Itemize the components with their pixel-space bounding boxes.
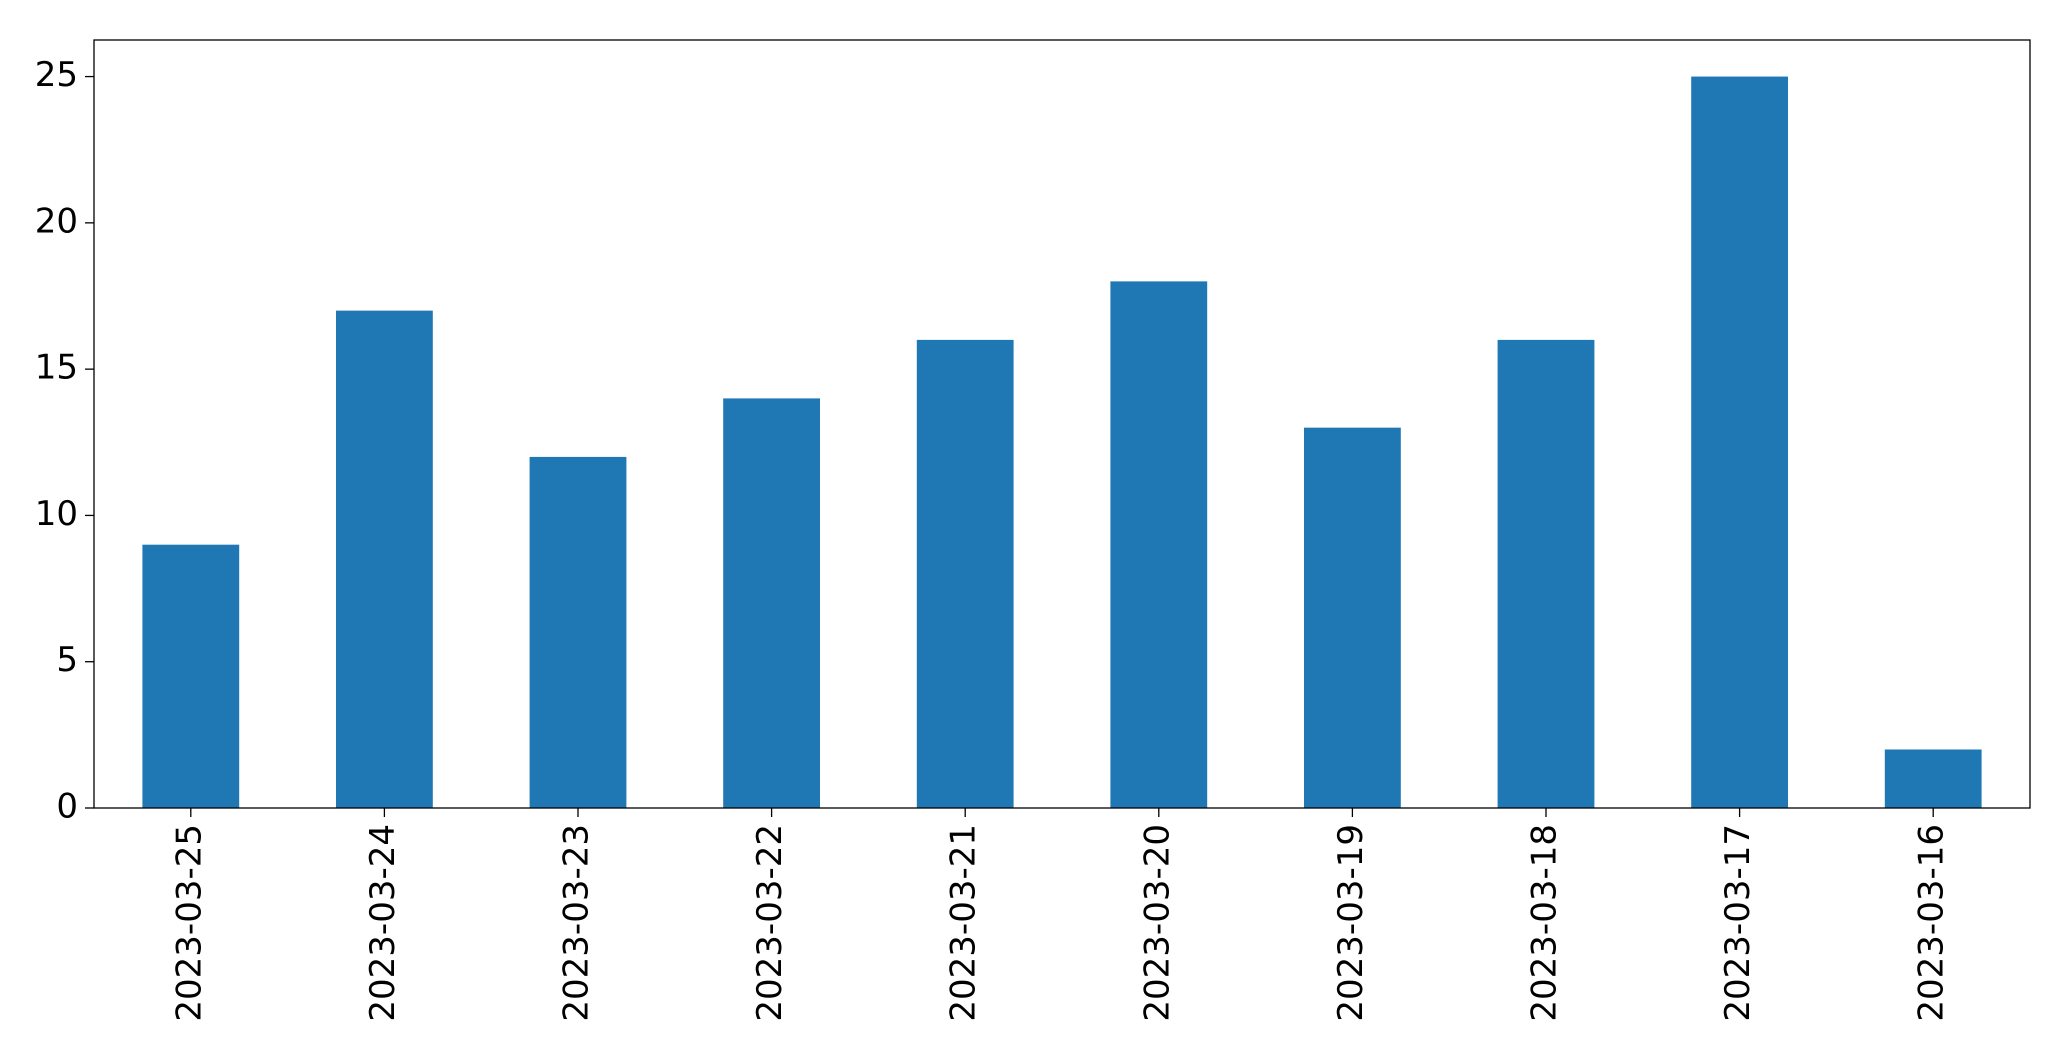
bar [142,544,240,808]
x-tick-label: 2023-03-22 [750,824,790,1022]
bar [336,310,433,808]
y-tick-label: 20 [35,201,78,241]
bar [1497,339,1595,808]
bar [1110,281,1208,808]
bar [723,398,820,808]
axes-frame [93,39,2031,809]
x-tick-label: 2023-03-21 [944,824,984,1022]
x-tick-label: 2023-03-25 [169,824,209,1022]
x-tick-label: 2023-03-24 [363,824,403,1022]
y-tick-label: 10 [35,494,78,534]
x-tick-label: 2023-03-18 [1525,824,1565,1022]
bar [1304,427,1401,808]
x-tick-label: 2023-03-17 [1718,824,1758,1022]
y-tick-label: 5 [56,640,78,680]
x-tick-label: 2023-03-16 [1912,824,1952,1022]
y-tick-label: 25 [35,55,78,95]
bar [529,456,627,808]
x-tick-label: 2023-03-19 [1331,824,1371,1022]
x-tick-label: 2023-03-20 [1137,824,1177,1022]
bar [1884,749,1982,808]
x-tick-label: 2023-03-23 [557,824,597,1022]
y-tick-label: 15 [35,348,78,388]
bar [1691,76,1788,809]
bar [916,339,1014,808]
y-tick-label: 0 [56,787,78,827]
